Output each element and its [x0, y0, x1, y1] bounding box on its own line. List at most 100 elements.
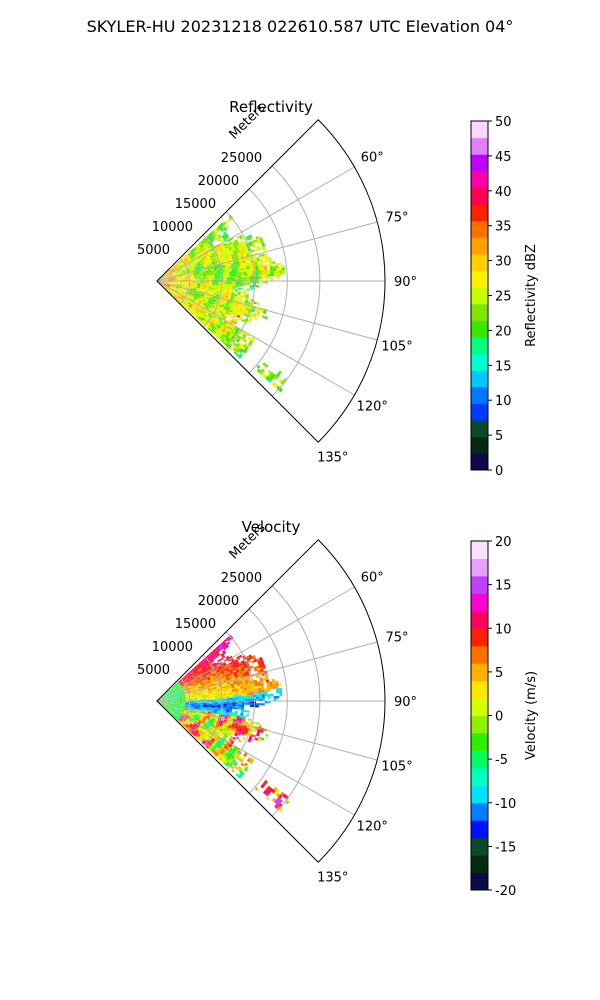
radar-bin: [196, 718, 200, 721]
radar-bin: [180, 711, 184, 713]
radar-bin: [251, 240, 255, 244]
radar-bin: [224, 740, 228, 744]
radar-bin: [257, 263, 261, 267]
radar-bin: [175, 686, 179, 689]
radar-bin: [199, 739, 203, 743]
radar-bin: [189, 268, 193, 271]
colorbar-segment: [471, 872, 488, 891]
radar-bin: [196, 314, 200, 317]
radar-bin: [163, 273, 166, 276]
radar-bin: [192, 711, 196, 714]
radar-bin: [262, 665, 266, 669]
radar-bin: [176, 701, 180, 703]
radar-bin: [170, 277, 174, 279]
radar-bin: [241, 335, 246, 339]
radar-bin: [235, 773, 240, 777]
radar-bin: [214, 229, 218, 233]
radar-bin: [223, 663, 227, 666]
radar-bin: [237, 657, 241, 661]
radar-bin: [179, 702, 183, 704]
radar-bin: [168, 699, 171, 700]
radar-bin: [218, 313, 222, 316]
radar-bin: [184, 709, 188, 711]
radar-bin: [255, 266, 259, 269]
radar-bin: [167, 704, 171, 707]
radar-bin: [201, 741, 205, 745]
radar-bin: [185, 724, 189, 728]
radar-bin: [254, 786, 259, 791]
radar-bin: [184, 305, 188, 308]
radar-bin: [170, 275, 174, 277]
radar-bin: [226, 308, 230, 312]
radar-bin: [193, 263, 197, 266]
radar-bin: [234, 750, 239, 755]
radar-bin: [191, 694, 195, 696]
radar-bin: [261, 372, 266, 377]
radar-bin: [233, 718, 237, 722]
radar-bin: [191, 266, 195, 268]
radar-bin: [244, 697, 248, 700]
radar-bin: [172, 712, 176, 715]
radar-bin: [196, 309, 200, 313]
radar-bin: [185, 304, 189, 307]
radar-bin: [169, 693, 173, 695]
radar-bin: [228, 732, 232, 736]
radar-bin: [194, 265, 198, 268]
radar-bin: [258, 272, 262, 275]
radar-bin: [221, 313, 225, 316]
radar-bin: [193, 718, 197, 721]
radar-bin: [203, 262, 207, 265]
radar-bin: [210, 238, 214, 242]
radar-bin: [193, 308, 197, 311]
radar-bin: [195, 726, 198, 730]
radar-bin: [172, 706, 176, 709]
radar-bin: [229, 301, 233, 304]
radar-bin: [229, 661, 233, 665]
radar-bin: [220, 309, 224, 312]
radar-bin: [209, 261, 213, 264]
radar-bin: [237, 675, 242, 679]
radar-bin: [232, 662, 236, 666]
radar-bin: [209, 667, 213, 671]
radar-bin: [184, 301, 188, 304]
radar-bin: [182, 279, 186, 281]
radar-bin: [228, 247, 233, 251]
radar-bin: [176, 284, 180, 286]
radar-bin: [174, 685, 178, 688]
radar-bin: [162, 701, 166, 703]
radar-bin: [222, 327, 227, 331]
radar-bin: [197, 274, 200, 276]
radar-bin: [231, 330, 235, 335]
radar-bin: [240, 246, 245, 250]
radar-bin: [232, 347, 237, 352]
radar-bin: [166, 694, 170, 697]
radar-bin: [237, 733, 241, 736]
radar-bin: [195, 300, 199, 303]
radar-bin: [264, 689, 268, 692]
radar-bin: [217, 282, 221, 284]
radar-bin: [227, 638, 231, 642]
radar-bin: [281, 267, 285, 271]
radar-bin: [182, 698, 186, 700]
radar-bin: [223, 316, 227, 319]
radar-bin: [206, 283, 210, 285]
radar-bin: [173, 277, 177, 279]
radar-bin: [239, 716, 243, 720]
radar-bin: [222, 267, 226, 270]
radar-bin: [223, 226, 227, 230]
radar-bin: [215, 731, 219, 735]
radar-bin: [275, 685, 279, 689]
radar-bin: [251, 729, 255, 733]
radar-bin: [182, 303, 186, 307]
radar-bin: [222, 311, 226, 315]
radar-bin: [173, 291, 177, 294]
radar-bin: [238, 300, 242, 303]
radar-bin: [186, 256, 190, 259]
radar-bin: [230, 308, 234, 311]
radar-bin: [218, 306, 222, 310]
radar-bin: [178, 691, 182, 694]
radar-bin: [233, 351, 238, 355]
radar-bin: [230, 728, 234, 731]
radar-bin: [197, 737, 201, 740]
radar-bin: [211, 300, 215, 303]
